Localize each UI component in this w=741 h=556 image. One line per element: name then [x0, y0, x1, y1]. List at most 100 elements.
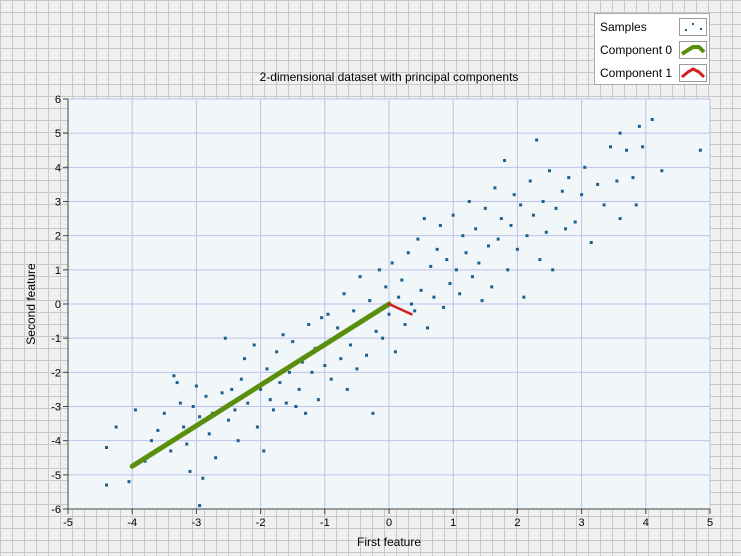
sample-point — [493, 186, 497, 190]
sample-point — [461, 234, 465, 238]
y-tick-label: 1 — [55, 265, 61, 277]
sample-point — [519, 203, 523, 207]
sample-point — [448, 282, 452, 285]
x-tick-label: -5 — [63, 517, 73, 529]
sample-point — [381, 336, 385, 340]
x-tick-label: -3 — [192, 517, 202, 529]
sample-point — [637, 124, 641, 128]
sample-point — [464, 251, 468, 255]
x-tick-label: 2 — [514, 517, 520, 529]
sample-point — [429, 264, 433, 268]
sample-point — [236, 439, 240, 443]
sample-point — [281, 333, 285, 337]
x-tick-label: -2 — [256, 517, 266, 529]
y-tick-label: -5 — [51, 470, 61, 482]
chart-legend: Samples Component 0 Component 1 — [594, 13, 710, 85]
sample-point — [307, 323, 311, 326]
sample-point — [416, 237, 420, 241]
green-line-icon — [680, 45, 706, 56]
sample-point — [194, 384, 198, 388]
sample-point — [358, 275, 362, 279]
legend-label-component1: Component 1 — [600, 66, 673, 80]
sample-point — [178, 401, 182, 405]
y-tick-label: 6 — [55, 94, 61, 106]
sample-point — [114, 425, 118, 429]
sample-point — [615, 179, 619, 183]
sample-point — [477, 261, 481, 265]
sample-point — [458, 292, 462, 296]
sample-point — [525, 234, 529, 238]
sample-point — [413, 309, 417, 313]
sample-point — [345, 387, 349, 391]
x-tick-label: -1 — [320, 517, 330, 529]
legend-swatch-component1 — [679, 64, 707, 82]
sample-point — [320, 316, 324, 320]
sample-point — [522, 295, 526, 299]
sample-point — [365, 353, 369, 357]
component-1-line — [387, 302, 413, 316]
sample-point — [310, 370, 314, 374]
y-tick-label: -6 — [51, 504, 61, 516]
sample-point — [377, 268, 381, 272]
sample-point — [172, 374, 176, 378]
sample-point — [133, 408, 137, 412]
sample-point — [329, 377, 333, 381]
sample-point — [230, 387, 234, 391]
y-tick-label: -2 — [51, 367, 61, 379]
sample-point — [531, 213, 535, 217]
red-line-icon — [681, 67, 706, 79]
sample-point — [393, 350, 397, 354]
y-tick-label: 5 — [55, 128, 61, 140]
sample-point — [409, 302, 413, 306]
sample-point — [390, 261, 394, 265]
sample-point — [454, 268, 458, 272]
sample-point — [503, 159, 507, 162]
sample-point — [156, 428, 160, 432]
sample-point — [487, 244, 491, 248]
sample-point — [287, 370, 291, 374]
sample-point — [589, 241, 593, 244]
legend-swatch-component0 — [679, 41, 707, 59]
legend-label-samples: Samples — [600, 20, 647, 34]
sample-point — [252, 343, 256, 347]
sample-point — [342, 292, 346, 296]
component-0-line — [129, 301, 392, 469]
sample-point — [201, 476, 205, 480]
sample-point — [451, 213, 455, 217]
y-tick-label: -3 — [51, 402, 61, 414]
sample-point — [149, 439, 153, 443]
sample-point — [506, 268, 510, 272]
legend-row-component1: Component 1 — [595, 62, 709, 85]
sample-point — [339, 357, 343, 361]
sample-point — [105, 446, 109, 449]
sample-point — [573, 220, 577, 224]
y-tick-label: -4 — [51, 436, 61, 448]
sample-point — [560, 189, 564, 193]
sample-point — [499, 217, 503, 221]
sample-point — [246, 401, 250, 405]
sample-point — [406, 251, 410, 255]
x-tick-label: -4 — [127, 517, 137, 529]
x-tick-label: 3 — [579, 517, 585, 529]
sample-point — [143, 459, 147, 463]
sample-point — [214, 456, 218, 460]
sample-point — [227, 418, 230, 422]
sample-point — [535, 138, 539, 142]
sample-point — [422, 217, 426, 221]
sample-point — [445, 258, 449, 262]
sample-point — [483, 206, 487, 210]
sample-point — [564, 227, 568, 231]
sample-point — [239, 377, 243, 381]
sample-point — [374, 329, 378, 333]
sample-point — [233, 408, 237, 412]
sample-point — [631, 176, 635, 180]
sample-point — [435, 247, 439, 251]
sample-point — [541, 200, 545, 203]
sample-point — [470, 275, 474, 279]
sample-point — [127, 480, 131, 484]
sample-point — [262, 449, 266, 453]
sample-point — [294, 405, 298, 408]
y-tick-label: 4 — [55, 162, 61, 174]
sample-point — [467, 200, 471, 203]
y-tick-label: 3 — [55, 197, 61, 209]
